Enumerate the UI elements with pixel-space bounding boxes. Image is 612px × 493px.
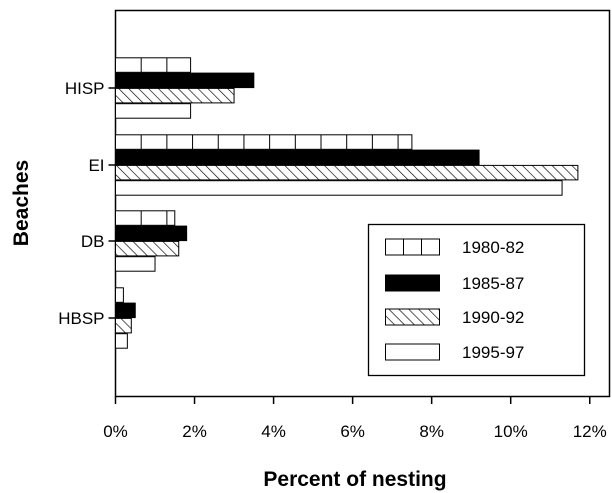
bar-hbsp-1990-92 [115, 317, 132, 334]
legend-label-1990-92: 1990-92 [462, 308, 524, 327]
bar-hisp-1985-87 [115, 72, 255, 89]
x-tick-label: 10% [494, 422, 528, 441]
bar-db-1995-97 [115, 256, 156, 272]
bar-db-1990-92 [115, 240, 180, 257]
y-tick-label-ei: EI [88, 156, 104, 175]
x-tick-label: 0% [103, 422, 128, 441]
legend-swatch-1980-82 [385, 238, 440, 256]
legend-label-1995-97: 1995-97 [462, 343, 524, 362]
legend-swatch-1990-92 [385, 308, 440, 326]
y-tick-label-db: DB [81, 232, 105, 251]
bar-hisp-1980-82 [115, 57, 192, 73]
bar-ei-1990-92 [115, 164, 579, 181]
y-axis-title: Beaches [10, 160, 33, 246]
bar-hbsp-1985-87 [115, 302, 136, 319]
x-tick-label: 6% [340, 422, 365, 441]
legend: 1980-82 1985-87 1990-92 1995-97 [367, 223, 586, 377]
legend-items: 1980-82 1985-87 1990-92 1995-97 [385, 238, 524, 362]
plot-frame [114, 9, 611, 398]
x-tick-label: 4% [261, 422, 286, 441]
bar-hisp-1995-97 [115, 103, 192, 119]
legend-label-1985-87: 1985-87 [462, 274, 524, 293]
y-axis: HISP EI DB HBSP [58, 79, 116, 328]
bar-ei-1985-87 [115, 149, 480, 166]
y-tick-label-hbsp: HBSP [58, 309, 104, 328]
x-tick-label: 2% [182, 422, 207, 441]
bar-ei-1980-82 [115, 134, 413, 150]
bar-hisp-1990-92 [115, 87, 235, 104]
bars-group [115, 57, 579, 349]
legend-swatch-1985-87 [385, 274, 440, 292]
bar-db-1980-82 [115, 210, 176, 226]
bar-ei-1995-97 [115, 180, 563, 196]
bar-db-1985-87 [115, 225, 188, 242]
x-axis-title: Percent of nesting [263, 468, 446, 491]
x-tick-label: 12% [573, 422, 607, 441]
legend-swatch-1995-97 [385, 343, 440, 361]
x-tick-label: 8% [419, 422, 444, 441]
legend-label-1980-82: 1980-82 [462, 238, 524, 257]
y-tick-label-hisp: HISP [65, 79, 105, 98]
bar-hbsp-1995-97 [115, 333, 128, 349]
bar-hbsp-1980-82 [115, 287, 124, 303]
x-axis: 0% 2% 4% 6% 8% 10% 12% [103, 396, 607, 441]
